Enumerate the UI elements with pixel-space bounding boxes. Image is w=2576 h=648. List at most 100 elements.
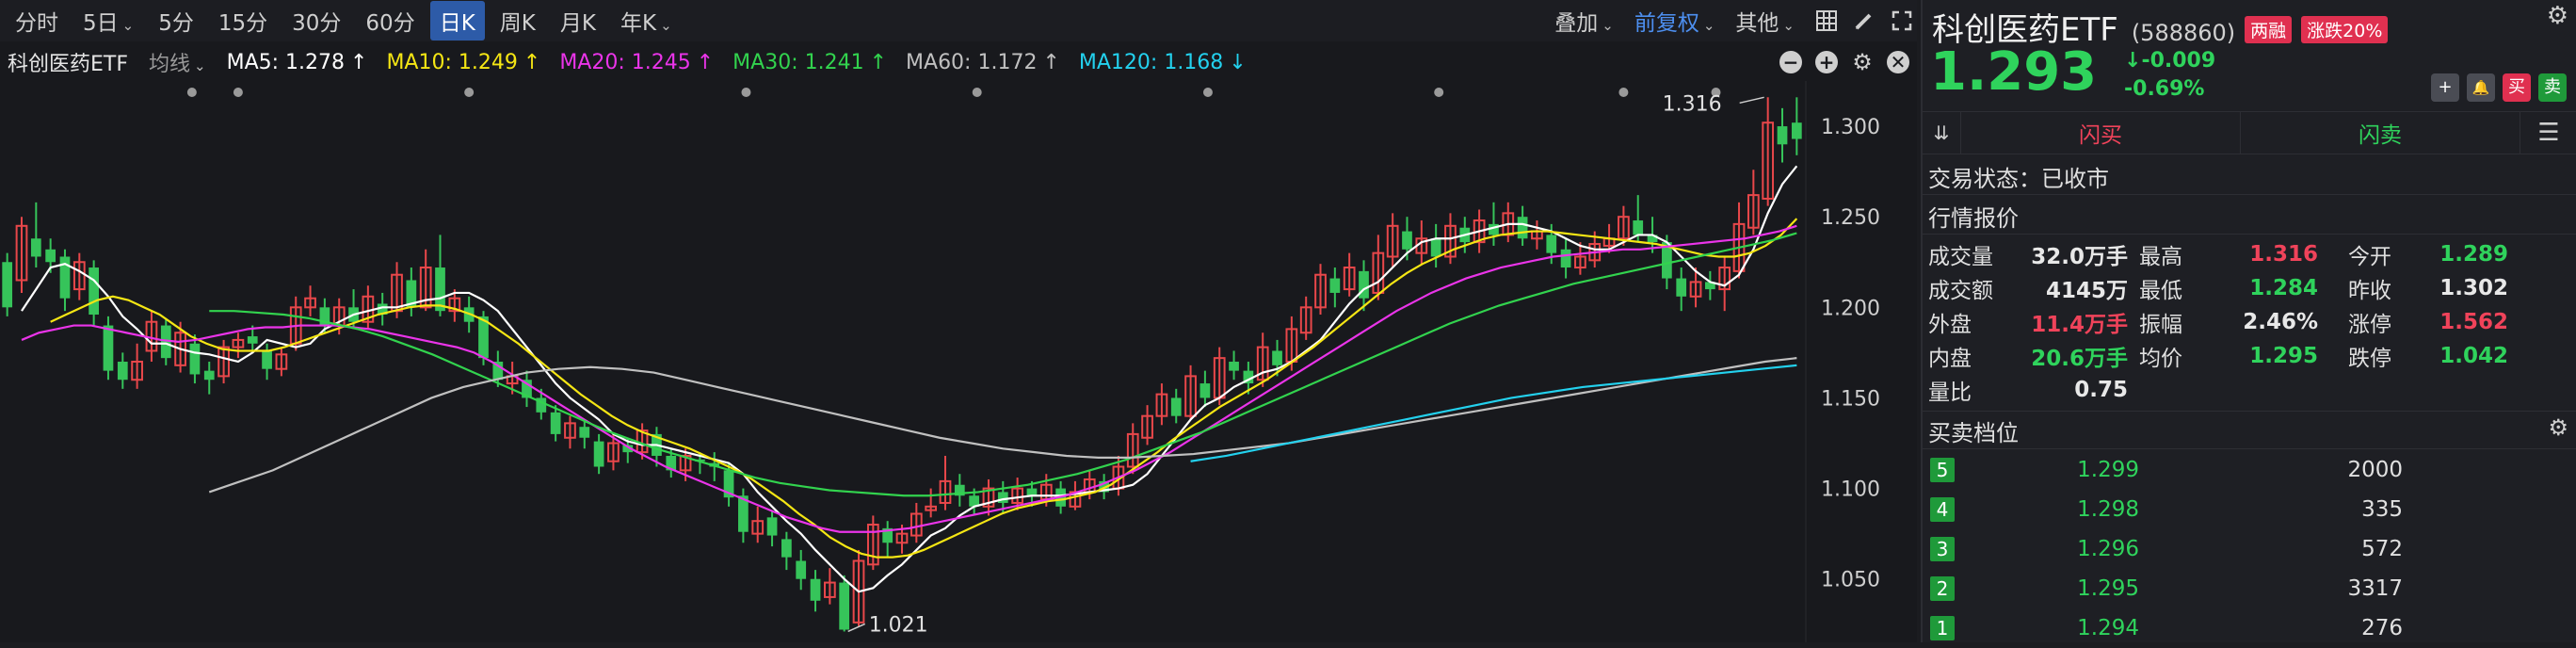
period-tab[interactable]: 60分 (356, 1, 424, 40)
period-label: 30分 (292, 11, 342, 36)
ma-values: MA5: 1.278 ↑ MA10: 1.249 ↑ MA20: 1.245 ↑ MA30:… (227, 51, 1265, 74)
period-label: 分时 (15, 11, 58, 36)
period-tab[interactable]: 月K (551, 1, 605, 40)
candle-body (1243, 370, 1254, 384)
orderbook-title: 买卖档位 (1928, 420, 2019, 446)
adjust-dropdown[interactable]: 前复权 ⌄ (1625, 1, 1725, 40)
flash-sell-button[interactable]: 闪卖 (2241, 112, 2520, 154)
candle-body (217, 346, 230, 378)
settings-icon[interactable]: ⚙ (2546, 2, 2568, 30)
quote-label: 成交量 (1928, 245, 1993, 269)
period-tab[interactable]: 15分 (209, 1, 277, 40)
candle-body (622, 445, 634, 453)
period-tab[interactable]: 分时 (6, 1, 68, 40)
candle-body (492, 362, 504, 381)
sell-button[interactable]: 卖 (2538, 73, 2567, 102)
quote-value: 2.46% (2243, 310, 2318, 334)
period-tab[interactable]: 年K ⌄ (611, 1, 682, 40)
bid-price: 1.299 (2077, 458, 2139, 482)
up-arrow-icon: ↑ (1042, 50, 1060, 74)
orderbook-settings-icon[interactable]: ⚙ (2548, 414, 2568, 441)
period-tab[interactable]: 5日 ⌄ (73, 1, 143, 40)
candle-body (1647, 235, 1658, 243)
quote-value: 1.295 (2249, 344, 2318, 368)
pen-icon[interactable] (1849, 6, 1879, 36)
settings-icon[interactable]: ⚙ (1852, 49, 1873, 75)
overlay-label: 叠加 (1554, 11, 1599, 36)
zoom-in-icon[interactable]: + (1815, 51, 1838, 73)
candle-body (1777, 126, 1788, 145)
overlay-dropdown[interactable]: 叠加 ⌄ (1545, 1, 1623, 40)
buy-button[interactable]: 买 (2503, 73, 2531, 102)
period-label: 5分 (158, 11, 194, 36)
chart-area: 分时 5日 ⌄ 5分 15分 30分 60分 日K 周K 月K 年K ⌄ 叠加 ⌄ 前复权 ⌄ 其他 ⌄ 科… (0, 1, 1917, 642)
quote-label: 外盘 (1928, 313, 1972, 337)
other-label: 其他 (1735, 11, 1779, 36)
quote-section-title: 行情报价 (1928, 205, 2019, 232)
zoom-out-icon[interactable]: − (1779, 51, 1802, 73)
candle-body (866, 524, 879, 566)
candle-body (1732, 222, 1746, 272)
period-tab[interactable]: 5分 (149, 1, 203, 40)
candlestick-chart[interactable]: 1.300 1.250 1.200 1.150 1.100 1.050 1.316 1.021 (0, 81, 1917, 642)
flash-buy-button[interactable]: 闪买 (1961, 112, 2241, 154)
period-tab[interactable]: 30分 (282, 1, 350, 40)
grid-icon[interactable] (1811, 6, 1842, 36)
ma-legend-item: MA10: 1.249 ↑ (386, 51, 540, 74)
candle-body (1705, 282, 1715, 290)
candle-body (1473, 219, 1486, 244)
candle-body (478, 316, 489, 359)
double-chevron-down-icon[interactable]: ⇊ (1923, 112, 1961, 154)
orderbook-row[interactable]: 2 1.295 3317 (1923, 569, 2576, 608)
candle-body (203, 370, 215, 381)
menu-icon[interactable]: ☰ (2537, 119, 2560, 147)
period-label: 15分 (217, 11, 268, 36)
close-icon[interactable]: ✕ (1887, 51, 1909, 73)
quote-label: 振幅 (2139, 313, 2182, 337)
chevron-down-icon: ⌄ (121, 17, 135, 34)
candle-body (1791, 122, 1802, 139)
ma-value: MA120: 1.168 (1078, 50, 1224, 74)
candle-body (969, 495, 980, 507)
candle-body (1314, 273, 1327, 309)
candle-body (1011, 487, 1023, 504)
event-marker-dot (1202, 88, 1213, 97)
ma-line-ma60 (208, 357, 1797, 494)
period-tab[interactable]: 日K (429, 1, 485, 40)
candle-body (823, 581, 836, 598)
ma-legend-item: MA20: 1.245 ↑ (559, 51, 714, 74)
orderbook-row[interactable]: 5 1.299 2000 (1923, 450, 2576, 490)
ma-line-ma30 (209, 232, 1797, 497)
candle-body (1689, 281, 1702, 298)
candle-body (1718, 267, 1731, 291)
candle-body (406, 280, 417, 308)
add-watchlist-button[interactable]: + (2431, 73, 2459, 102)
orderbook-row[interactable]: 4 1.298 335 (1923, 490, 2576, 529)
ma-value: MA30: 1.241 (733, 50, 864, 74)
alert-bell-icon[interactable]: 🔔 (2467, 73, 2495, 102)
chevron-down-icon: ⌄ (1702, 17, 1715, 34)
candle-body (45, 249, 56, 263)
candle-body (666, 455, 677, 471)
bid-price: 1.295 (2077, 576, 2139, 601)
low-price-label: 1.021 (869, 613, 928, 637)
y-tick-label: 1.150 (1821, 387, 1880, 411)
period-tab[interactable]: 周K (491, 1, 545, 40)
bid-volume: 335 (2361, 497, 2403, 522)
orderbook-row[interactable]: 3 1.296 572 (1923, 529, 2576, 569)
orderbook-row[interactable]: 1 1.294 276 (1923, 608, 2576, 648)
candle-body (1026, 488, 1038, 496)
adjust-label: 前复权 (1634, 11, 1699, 36)
fullscreen-icon[interactable] (1887, 6, 1917, 36)
candle-body (232, 338, 245, 348)
quote-label: 最低 (2139, 279, 2182, 303)
quote-grid: 成交量 32.0万手 最高 1.316 今开 1.289 成交额 4145万 最低 1.284 昨收… (1923, 237, 2576, 407)
quote-row: 内盘 20.6万手 均价 1.295 跌停 1.042 (1923, 339, 2576, 373)
other-dropdown[interactable]: 其他 ⌄ (1726, 1, 1804, 40)
stock-code: (588860) (2131, 20, 2236, 46)
period-label: 月K (559, 11, 596, 36)
divider (1923, 194, 2576, 195)
quote-label: 今开 (2348, 245, 2391, 269)
indicator-dropdown[interactable]: 均线 ⌄ (149, 47, 206, 77)
candle-body (1489, 223, 1499, 235)
